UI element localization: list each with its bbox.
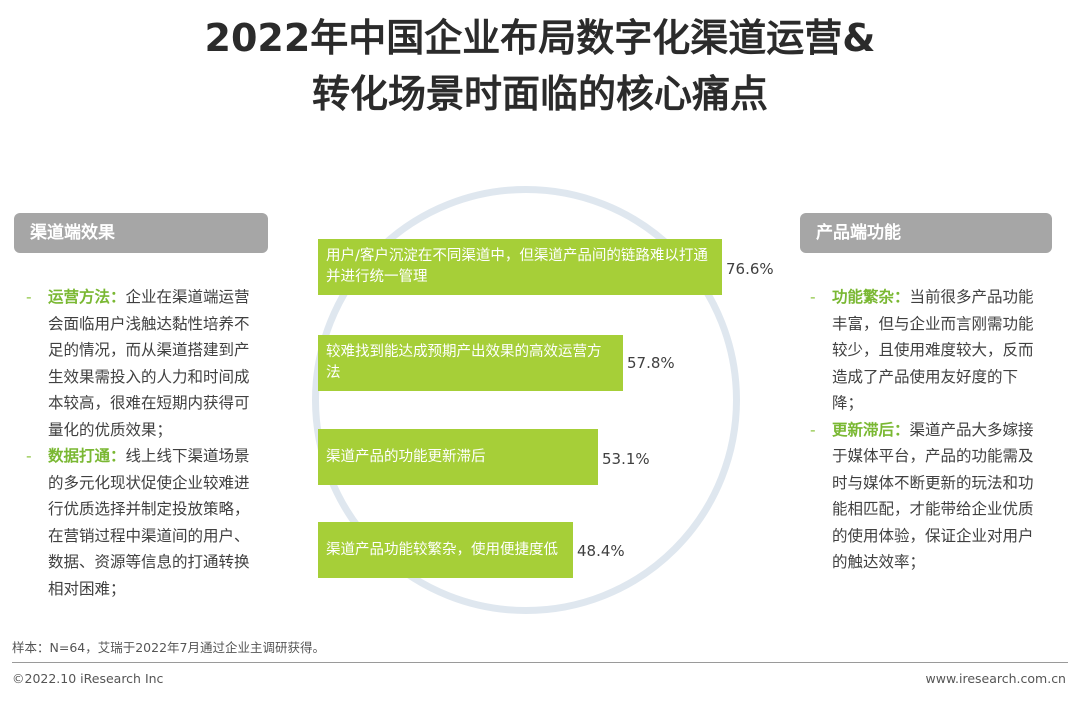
chart-bar-1: 较难找到能达成预期产出效果的高效运营方法 (318, 335, 623, 391)
right-panel-text: - 功能繁杂：当前很多产品功能丰富，但与企业而言刚需功能较少，且使用难度较大，反… (810, 284, 1042, 576)
left-item-data-connection: - 数据打通：线上线下渠道场景的多元化现状促使企业较难进行优质选择并制定投放策略… (26, 443, 258, 602)
sample-footnote: 样本：N=64，艾瑞于2022年7月通过企业主调研获得。 (12, 640, 325, 655)
bar-category-label: 用户/客户沉淀在不同渠道中，但渠道产品间的链路难以打通并进行统一管理 (326, 248, 708, 285)
copyright-text: ©2022.10 iResearch Inc (12, 671, 164, 686)
page-title: 2022年中国企业布局数字化渠道运营& 转化场景时面临的核心痛点 (0, 10, 1080, 122)
decorative-ring (312, 186, 740, 614)
item-label: 功能繁杂： (832, 288, 910, 306)
item-text: 渠道产品大多嫁接于媒体平台，产品的功能需及时与媒体不断更新的玩法和功能相匹配，才… (832, 420, 1034, 572)
left-panel-header: 渠道端效果 (14, 213, 268, 253)
left-item-operation-method: - 运营方法：企业在渠道端运营会面临用户浅触达黏性培养不足的情况，而从渠道搭建到… (26, 284, 258, 443)
chart-bar-3: 渠道产品功能较繁杂，使用便捷度低 (318, 522, 573, 578)
item-text: 当前很多产品功能丰富，但与企业而言刚需功能较少，且使用难度较大，反而造成了产品使… (832, 288, 1034, 412)
item-label: 运营方法： (48, 288, 126, 306)
bullet-dash: - (810, 288, 816, 306)
website-link[interactable]: www.iresearch.com.cn (925, 671, 1067, 686)
bar-category-label: 渠道产品的功能更新滞后 (326, 448, 486, 465)
bar-category-label: 较难找到能达成预期产出效果的高效运营方法 (326, 344, 602, 381)
bullet-dash: - (26, 288, 32, 306)
footer-divider (12, 662, 1068, 663)
chart-bar-0: 用户/客户沉淀在不同渠道中，但渠道产品间的链路难以打通并进行统一管理 (318, 239, 722, 295)
bar-value-label-2: 53.1% (602, 450, 650, 468)
bar-value-label-1: 57.8% (627, 354, 675, 372)
bar-category-label: 渠道产品功能较繁杂，使用便捷度低 (326, 541, 558, 558)
right-item-update-lag: - 更新滞后：渠道产品大多嫁接于媒体平台，产品的功能需及时与媒体不断更新的玩法和… (810, 417, 1042, 576)
right-item-feature-complexity: - 功能繁杂：当前很多产品功能丰富，但与企业而言刚需功能较少，且使用难度较大，反… (810, 284, 1042, 417)
bullet-dash: - (26, 447, 32, 465)
bullet-dash: - (810, 420, 816, 439)
item-label: 更新滞后： (832, 420, 910, 439)
bar-value-label-0: 76.6% (726, 260, 774, 278)
item-label: 数据打通： (48, 447, 126, 465)
title-line-1: 2022年中国企业布局数字化渠道运营& (204, 16, 876, 60)
item-text: 线上线下渠道场景的多元化现状促使企业较难进行优质选择并制定投放策略，在营销过程中… (48, 447, 250, 598)
left-panel-text: - 运营方法：企业在渠道端运营会面临用户浅触达黏性培养不足的情况，而从渠道搭建到… (26, 284, 258, 602)
item-text: 企业在渠道端运营会面临用户浅触达黏性培养不足的情况，而从渠道搭建到产生效果需投入… (48, 288, 250, 439)
right-panel-header: 产品端功能 (800, 213, 1052, 253)
title-line-2: 转化场景时面临的核心痛点 (311, 72, 768, 116)
chart-bar-2: 渠道产品的功能更新滞后 (318, 429, 598, 485)
bar-value-label-3: 48.4% (577, 542, 625, 560)
